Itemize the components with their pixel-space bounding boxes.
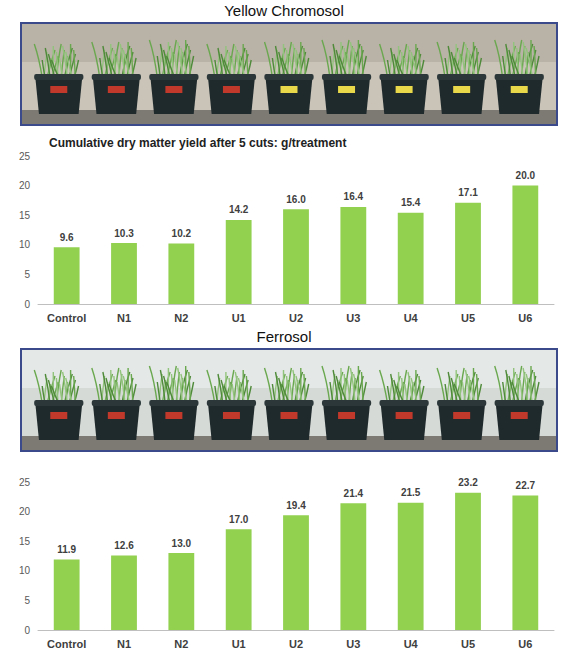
- svg-text:N2: N2: [174, 312, 188, 324]
- svg-text:10.3: 10.3: [114, 228, 134, 239]
- svg-text:U2: U2: [289, 638, 303, 650]
- svg-text:U3: U3: [346, 312, 360, 324]
- svg-text:19.4: 19.4: [286, 500, 306, 511]
- svg-text:U4: U4: [404, 638, 419, 650]
- svg-text:9.6: 9.6: [60, 232, 74, 243]
- svg-text:Control: Control: [47, 312, 86, 324]
- svg-text:Control: Control: [47, 638, 86, 650]
- svg-text:U6: U6: [518, 638, 532, 650]
- svg-text:17.0: 17.0: [229, 514, 249, 525]
- svg-text:U4: U4: [404, 312, 419, 324]
- svg-text:15: 15: [19, 210, 31, 221]
- svg-text:15.4: 15.4: [401, 197, 421, 208]
- svg-text:13.0: 13.0: [172, 538, 192, 549]
- svg-text:Cumulative dry matter yield af: Cumulative dry matter yield after 5 cuts…: [49, 136, 346, 150]
- svg-text:14.2: 14.2: [229, 204, 249, 215]
- svg-text:16.0: 16.0: [286, 194, 306, 205]
- svg-text:16.4: 16.4: [344, 191, 364, 202]
- svg-text:25: 25: [19, 477, 31, 488]
- svg-text:5: 5: [24, 595, 30, 606]
- svg-text:12.6: 12.6: [114, 540, 134, 551]
- svg-text:20.0: 20.0: [516, 170, 536, 181]
- svg-text:20: 20: [19, 506, 31, 517]
- svg-text:21.5: 21.5: [401, 487, 421, 498]
- svg-text:22.7: 22.7: [516, 480, 536, 491]
- svg-text:21.4: 21.4: [344, 488, 364, 499]
- svg-text:U3: U3: [346, 638, 360, 650]
- svg-text:11.9: 11.9: [57, 544, 76, 555]
- svg-text:U1: U1: [232, 312, 246, 324]
- svg-text:15: 15: [19, 536, 31, 547]
- svg-text:10.2: 10.2: [172, 228, 192, 239]
- svg-text:23.2: 23.2: [458, 477, 478, 488]
- svg-text:5: 5: [24, 269, 30, 280]
- svg-text:U5: U5: [461, 312, 475, 324]
- svg-text:17.1: 17.1: [458, 187, 478, 198]
- svg-text:U5: U5: [461, 638, 475, 650]
- svg-text:25: 25: [19, 151, 31, 162]
- html-text:Ferrosol: Ferrosol: [256, 328, 312, 345]
- svg-text:20: 20: [19, 180, 31, 191]
- svg-text:10: 10: [19, 565, 31, 576]
- svg-text:0: 0: [24, 299, 30, 310]
- html-text:Yellow Chromosol: Yellow Chromosol: [224, 2, 344, 19]
- svg-text:N1: N1: [117, 312, 131, 324]
- svg-text:0: 0: [24, 625, 30, 636]
- svg-text:N2: N2: [174, 638, 188, 650]
- svg-text:10: 10: [19, 239, 31, 250]
- svg-text:U6: U6: [518, 312, 532, 324]
- svg-text:U2: U2: [289, 312, 303, 324]
- svg-text:U1: U1: [232, 638, 246, 650]
- svg-text:N1: N1: [117, 638, 131, 650]
